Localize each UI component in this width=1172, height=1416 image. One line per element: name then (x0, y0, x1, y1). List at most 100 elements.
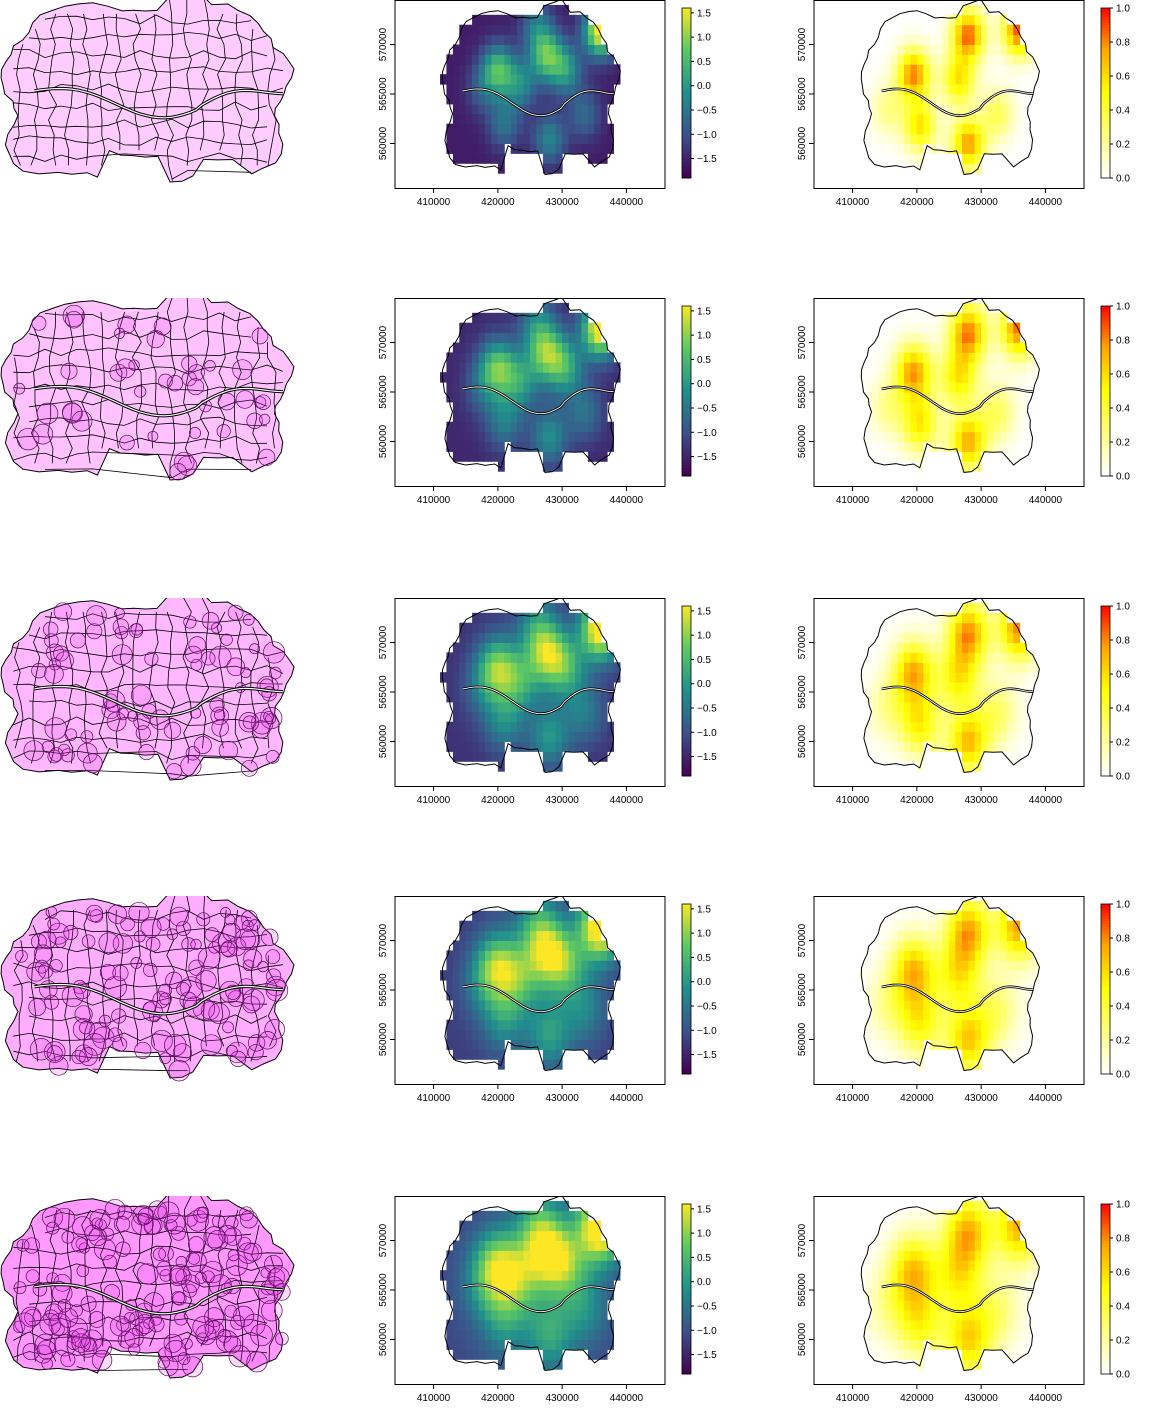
surface-cell (485, 392, 492, 402)
probability-cell (994, 333, 1001, 343)
probability-cell (885, 662, 892, 672)
surface-cell (466, 1250, 473, 1260)
surface-cell (530, 313, 537, 323)
probability-cell (949, 931, 956, 941)
surface-cell (472, 94, 479, 104)
colorbar-swatch (682, 765, 691, 768)
probability-cell (1000, 990, 1007, 1000)
probability-cell (1007, 1020, 1014, 1030)
surface-cell (543, 692, 550, 702)
probability-cell (898, 144, 905, 154)
colorbar-swatch (1101, 941, 1110, 944)
colorbar-swatch (1101, 377, 1110, 380)
surface-cell (479, 412, 486, 422)
surface-cell (440, 372, 447, 382)
surface-cell (562, 1241, 569, 1251)
probability-cell (968, 64, 975, 74)
surface-cell (594, 352, 601, 362)
colorbar-swatch (1101, 397, 1110, 400)
surface-cell (575, 104, 582, 114)
probability-cell (975, 970, 982, 980)
surface-cell (569, 742, 576, 752)
probability-cell (962, 1290, 969, 1300)
colorbar-swatch (682, 1343, 691, 1346)
surface-cell (472, 1030, 479, 1040)
probability-cell (968, 25, 975, 35)
colorbar-swatch (1101, 904, 1110, 907)
probability-cell (955, 372, 962, 382)
surface-cell (569, 104, 576, 114)
probability-cell (891, 104, 898, 114)
surface-cell (479, 623, 486, 633)
surface-cell (498, 643, 505, 653)
surface-cell (485, 54, 492, 64)
overlap-circle (112, 1009, 126, 1023)
probability-cell (878, 941, 885, 951)
probability-cell (910, 1349, 917, 1359)
surface-cell (562, 1201, 569, 1211)
probability-cell (891, 362, 898, 372)
probability-cell (910, 941, 917, 951)
surface-cell (536, 682, 543, 692)
probability-cell (898, 333, 905, 343)
surface-cell (511, 712, 518, 722)
probability-cell (872, 372, 879, 382)
surface-cell (594, 662, 601, 672)
surface-cell (594, 742, 601, 752)
probability-cell (872, 1300, 879, 1310)
surface-cell (446, 980, 453, 990)
surface-cell (466, 1221, 473, 1231)
probability-cell (1013, 990, 1020, 1000)
surface-cell (485, 35, 492, 45)
surface-cell (536, 1250, 543, 1260)
surface-cell (530, 613, 537, 623)
surface-cell (446, 1280, 453, 1290)
colorbar-swatch (1101, 983, 1110, 986)
surface-cell (594, 64, 601, 74)
probability-cell (988, 742, 995, 752)
surface-cell (511, 672, 518, 682)
surface-cell (556, 54, 563, 64)
probability-cell (878, 134, 885, 144)
probability-cell (994, 911, 1001, 921)
probability-cell (988, 911, 995, 921)
probability-cell (904, 941, 911, 951)
surface-cell (549, 722, 556, 732)
probability-cell (994, 1000, 1001, 1010)
surface-cell (556, 124, 563, 134)
surface-cell (601, 1260, 608, 1270)
surface-cell (459, 1020, 466, 1030)
surface-cell (549, 25, 556, 35)
probability-cell (885, 402, 892, 412)
probability-cell (1020, 652, 1027, 662)
probability-cell (910, 1320, 917, 1330)
probability-cell (975, 1221, 982, 1231)
colorbar-swatch (682, 1032, 691, 1035)
colorbar-label: 0.0 (1116, 1070, 1130, 1081)
surface-cell (485, 1290, 492, 1300)
probability-cell (975, 712, 982, 722)
surface-cell (453, 980, 460, 990)
surface-cell (479, 652, 486, 662)
probability-cell (936, 931, 943, 941)
probability-cell (898, 1340, 905, 1350)
surface-cell (517, 144, 524, 154)
surface-cell (569, 1020, 576, 1030)
probability-cell (943, 1030, 950, 1040)
probability-cell (930, 1030, 937, 1040)
probability-cell (968, 672, 975, 682)
probability-cell (936, 672, 943, 682)
probability-cell (872, 970, 879, 980)
probability-cell (930, 64, 937, 74)
probability-cell (910, 134, 917, 144)
colorbar-swatch (1101, 124, 1110, 127)
overlap-circle (45, 665, 64, 684)
y-tick-label: 565000 (378, 973, 389, 1007)
surface-cell (479, 931, 486, 941)
probability-cell (904, 54, 911, 64)
probability-cell (962, 94, 969, 104)
surface-cell (562, 1340, 569, 1350)
surface-cell (517, 1280, 524, 1290)
probability-cell (994, 1040, 1001, 1050)
surface-cell (511, 382, 518, 392)
